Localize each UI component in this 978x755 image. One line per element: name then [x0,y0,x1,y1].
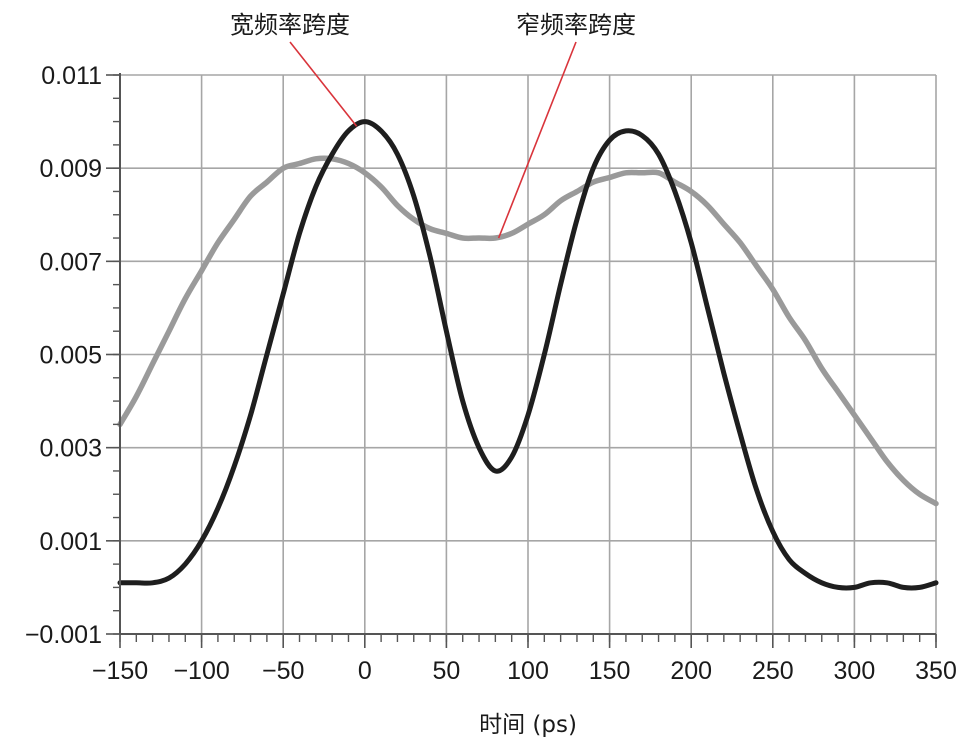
x-tick-label: 300 [834,657,876,685]
series-line-wide-span [117,119,939,591]
y-tick-label: 0.011 [41,62,102,90]
y-tick-label: 0.007 [39,248,102,276]
series-line-narrow-span [117,155,939,507]
x-tick-label: 100 [507,657,549,685]
x-tick-label: 0 [358,657,372,685]
y-tick-label: 0.003 [39,435,102,463]
annotations: 宽频率跨度 窄频率跨度 [230,11,636,239]
y-tick-label: 0.005 [39,342,102,370]
y-tick-label: 0.009 [39,155,102,183]
x-tick-label: 150 [589,657,631,685]
x-tick-label: −50 [262,657,304,685]
x-tick-label: 250 [752,657,794,685]
x-tick-label: 200 [670,657,712,685]
y-tick-label: −0.001 [25,621,102,649]
annotation-label: 宽频率跨度 [230,11,350,39]
annotation-label: 窄频率跨度 [516,11,636,39]
x-tick-label: 50 [432,657,460,685]
y-tick-label: 0.001 [39,528,102,556]
axes: −150 −100 −50 0 50 100 150 200 250 300 350 −0.001 0.… [25,62,957,685]
series-group [117,119,939,591]
x-axis-title: 时间 (ps) [479,712,577,738]
annotation-leader-line [289,41,358,127]
annotation-leader-line [497,41,577,239]
x-tick-label: −150 [92,657,148,685]
x-tick-label: −100 [173,657,229,685]
x-tick-label: 350 [915,657,957,685]
